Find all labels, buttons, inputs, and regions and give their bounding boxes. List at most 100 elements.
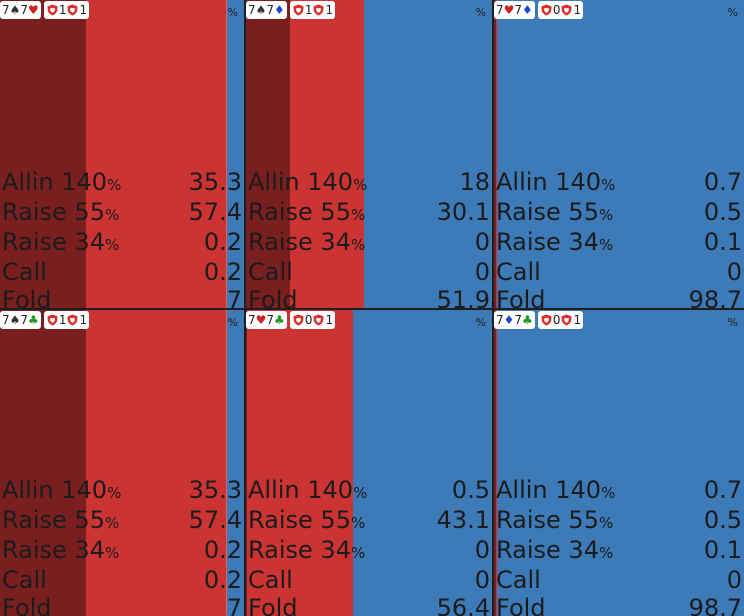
badge-count: 1: [304, 3, 313, 17]
action-row: Allin 140% 18: [248, 168, 490, 199]
badge-count: 1: [325, 313, 334, 327]
hand-cell[interactable]: 7 ♦ 7 ♣ 0 1% Allin 140% 0.7 Raise 55% 0.5 Raise 34…: [494, 310, 744, 616]
frequency-bar: [0, 310, 87, 616]
hand-cell[interactable]: 7 ♥ 7 ♣ 0 1% Allin 140% 0.5 Raise 55% 43.1 Raise 3…: [246, 310, 492, 616]
action-row: Raise 34% 0.2: [2, 536, 242, 567]
frequency-bar: [495, 0, 497, 308]
action-rows: Allin 140% 35.3 Raise 55% 57.4 Raise 34% 0.2 C…: [2, 168, 242, 308]
action-label: Call: [496, 259, 541, 286]
action-label: Raise 55%: [248, 505, 365, 537]
action-row: Raise 34% 0.2: [2, 228, 242, 259]
action-value: 57.4: [188, 197, 242, 226]
action-value: 0.2: [203, 258, 242, 287]
action-row: Fold 51.9: [248, 285, 490, 308]
action-row: Allin 140% 0.7: [496, 476, 742, 507]
hand-cell[interactable]: 7 ♠ 7 ♣ 1 1% Allin 140% 35.3 Raise 55% 57.4 Raise …: [0, 310, 244, 616]
frequency-bar: [0, 0, 87, 308]
action-unit: %: [104, 236, 120, 255]
hand-header: 7 ♥ 7 ♣ 0 1: [246, 311, 336, 329]
action-name: Raise 55: [496, 197, 599, 226]
frequency-bar: [497, 0, 744, 308]
action-unit: %: [601, 175, 616, 194]
action-label: Raise 55%: [2, 198, 120, 229]
action-label: Fold: [2, 594, 52, 616]
action-label: Raise 34%: [2, 536, 120, 567]
percent-header: %: [727, 316, 738, 329]
frequency-bar: [495, 310, 497, 616]
action-value: 0: [474, 536, 490, 565]
shield-icon: [541, 314, 552, 326]
frequency-bar: [246, 0, 291, 308]
action-row: Call 0.2: [2, 566, 242, 595]
hand-cell[interactable]: 7 ♠ 7 ♥ 1 1% Allin 140% 35.3 Raise 55% 57.4 Raise …: [0, 0, 244, 308]
action-name: Call: [496, 566, 541, 595]
hand-label: 7 ♠ 7 ♦: [246, 1, 287, 19]
action-name: Call: [2, 258, 47, 287]
hand-cell[interactable]: 7 ♠ 7 ♦ 1 1% Allin 140% 18 Raise 55% 30.1 Raise 34…: [246, 0, 492, 308]
hand-header: 7 ♥ 7 ♦ 0 1: [494, 1, 584, 19]
action-name: Raise 34: [248, 536, 351, 565]
action-row: Fold 98.7: [496, 286, 742, 308]
action-value: 51.9: [436, 285, 490, 308]
action-value: 7: [226, 285, 242, 308]
action-label: Allin 140%: [2, 168, 121, 199]
percent-header: %: [475, 316, 486, 329]
hand-label: 7 ♥ 7 ♣: [246, 311, 287, 329]
action-row: Fold 7: [2, 593, 242, 616]
action-unit: %: [601, 483, 616, 502]
action-rows: Allin 140% 35.3 Raise 55% 57.4 Raise 34% 0.2 C…: [2, 476, 242, 616]
action-name: Raise 34: [2, 228, 105, 257]
action-name: Raise 55: [248, 505, 351, 534]
action-value: 7: [226, 593, 242, 616]
hand-label: 7 ♠ 7 ♥: [0, 1, 41, 19]
shield-icon: [47, 314, 58, 326]
hand-cell[interactable]: 7 ♥ 7 ♦ 0 1% Allin 140% 0.7 Raise 55% 0.5 Raise 34…: [494, 0, 744, 308]
action-label: Call: [248, 259, 293, 286]
action-label: Allin 140%: [248, 476, 368, 507]
shield-icon: [313, 314, 324, 326]
action-name: Call: [248, 258, 293, 287]
action-label: Allin 140%: [2, 476, 121, 507]
frequency-bar: [247, 310, 354, 616]
action-label: Raise 55%: [248, 198, 365, 229]
action-row: Raise 55% 0.5: [496, 197, 742, 229]
frequency-bar: [494, 310, 496, 616]
card-suit: ♥: [28, 3, 39, 17]
card-rank: 7: [248, 3, 256, 17]
action-label: Fold: [2, 286, 52, 308]
hand-header: 7 ♠ 7 ♥ 1 1: [0, 1, 90, 19]
action-row: Call 0.2: [2, 258, 242, 287]
action-label: Allin 140%: [248, 168, 367, 199]
frequency-bar: [246, 310, 248, 616]
frequency-bar: [497, 310, 744, 616]
action-label: Fold: [496, 594, 546, 616]
action-label: Call: [2, 259, 47, 286]
action-label: Allin 140%: [496, 168, 616, 199]
action-row: Raise 34% 0.1: [496, 228, 742, 259]
shield-icon: [67, 4, 78, 16]
frequency-bar: [227, 0, 244, 308]
action-row: Call 0: [496, 567, 742, 595]
percent-header: %: [475, 6, 486, 19]
frequency-bar: [494, 0, 496, 308]
card-suit: ♣: [522, 313, 533, 327]
action-value: 0: [474, 566, 490, 595]
action-label: Call: [496, 567, 541, 594]
action-label: Fold: [496, 286, 546, 308]
action-rows: Allin 140% 0.7 Raise 55% 0.5 Raise 34% 0.1 Cal…: [496, 476, 742, 616]
action-value: 0.7: [703, 167, 742, 196]
action-unit: %: [104, 205, 120, 224]
percent-header: %: [227, 6, 238, 19]
action-row: Raise 55% 43.1: [248, 505, 490, 537]
action-unit: %: [104, 544, 120, 563]
action-value: 0.5: [703, 505, 742, 534]
card-suit: ♥: [503, 3, 515, 17]
action-name: Call: [2, 566, 47, 595]
card-suit: ♠: [9, 313, 21, 327]
action-unit: %: [353, 483, 368, 502]
action-name: Fold: [248, 285, 298, 308]
shield-icon: [293, 4, 304, 16]
frequency-bar: [364, 0, 492, 308]
